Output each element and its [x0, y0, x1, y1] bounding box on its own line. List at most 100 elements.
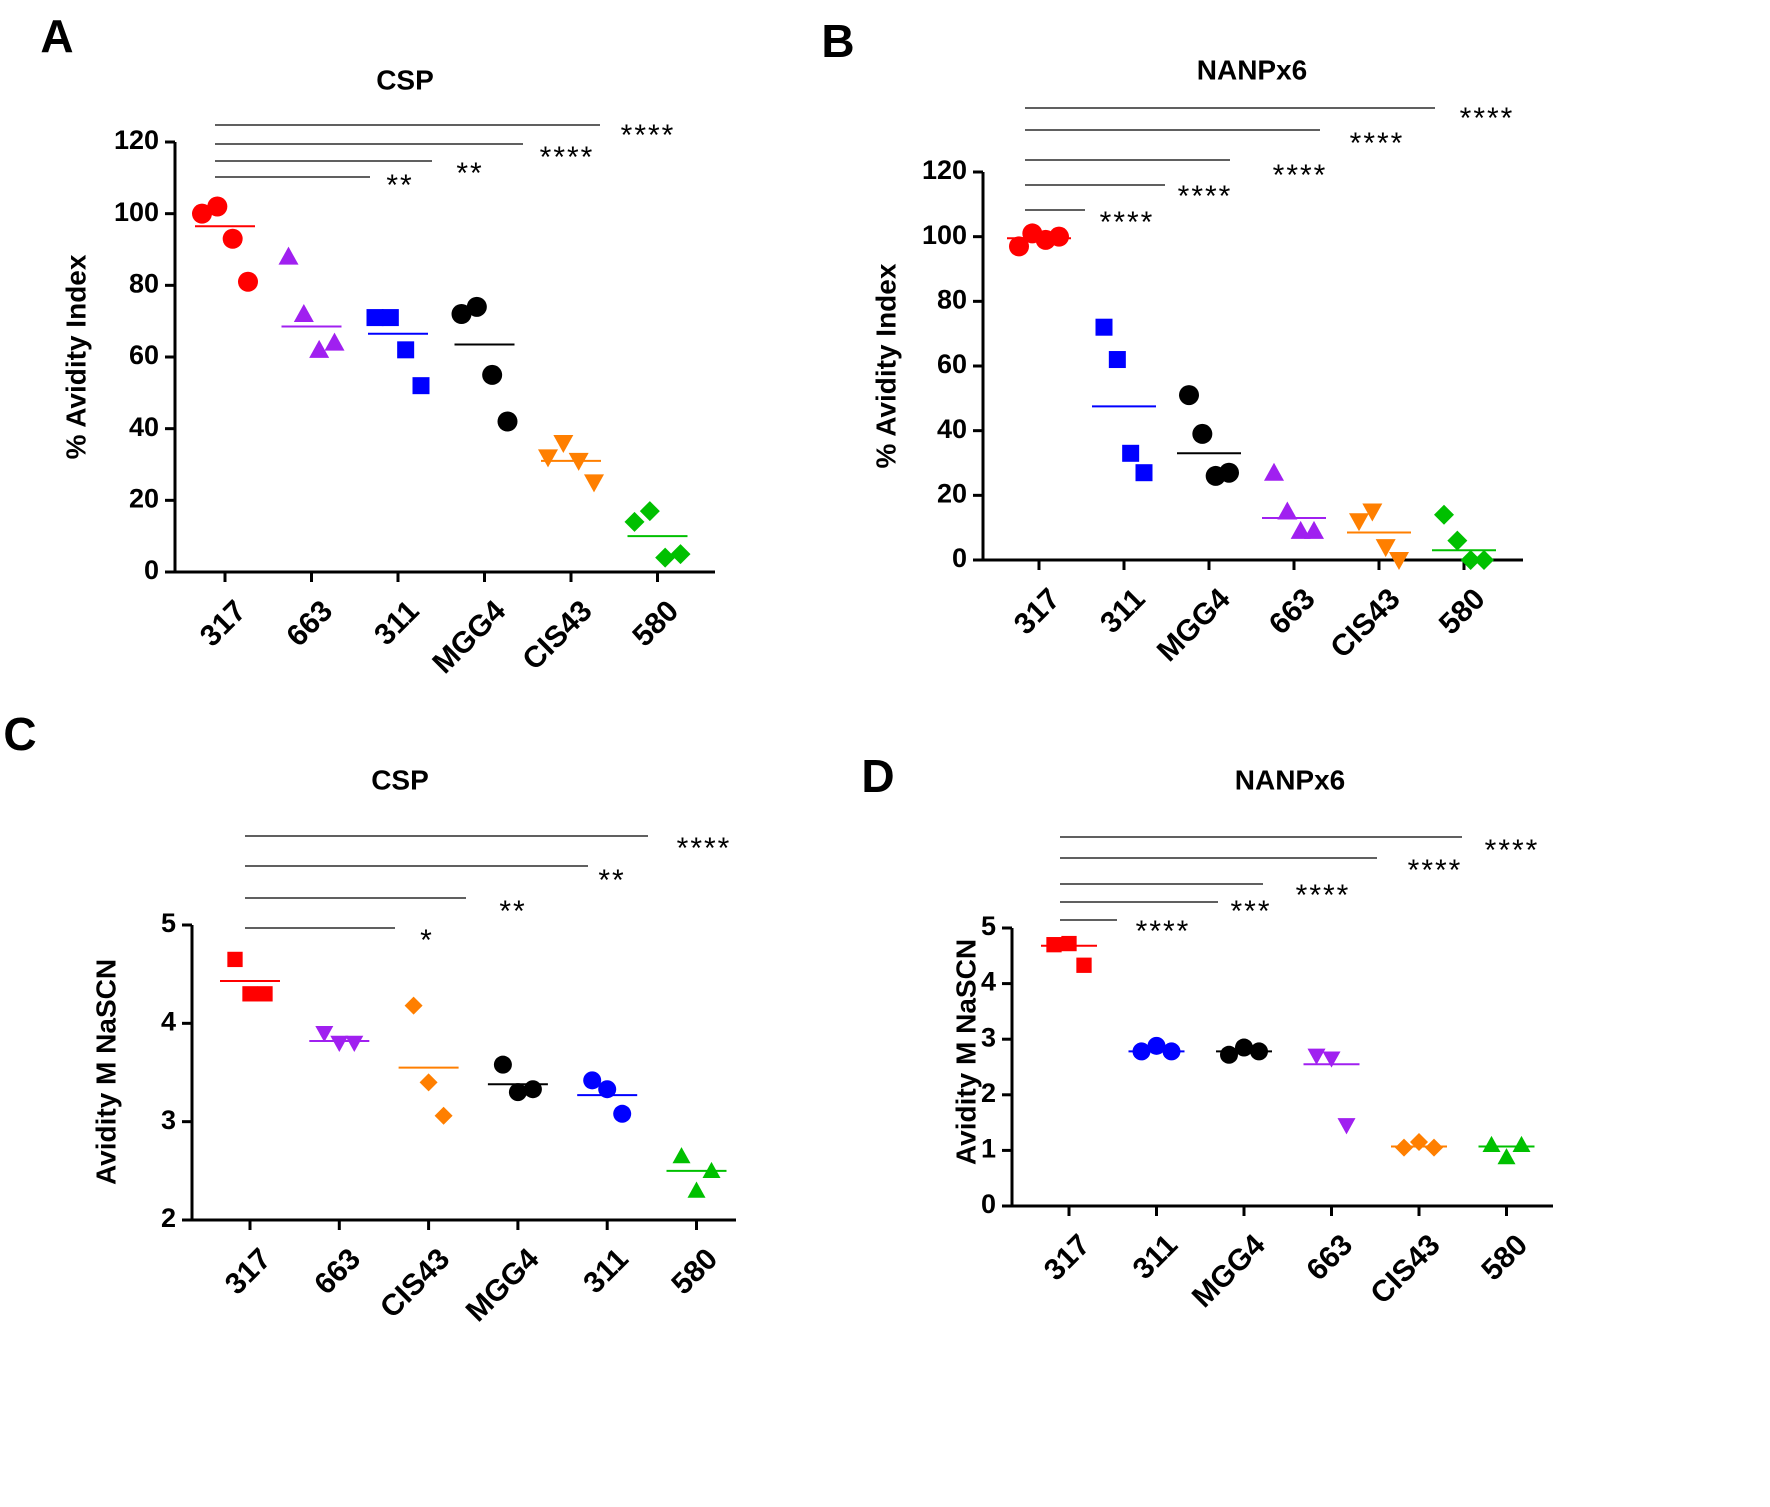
data-point — [309, 339, 330, 358]
y-tick-label: 60 — [937, 349, 967, 379]
x-tick-label: 311 — [368, 594, 426, 652]
data-point — [1179, 385, 1199, 406]
y-tick-label: 2 — [981, 1078, 996, 1108]
data-point — [222, 228, 243, 249]
panel-b: B NANPx6 % Avidity Index 0 20 40 60 80 100 120 317… — [821, 15, 1523, 668]
significance-stars: *** — [1230, 895, 1271, 928]
data-point — [1512, 1135, 1531, 1153]
significance-stars: **** — [1408, 854, 1463, 887]
data-point — [1220, 1045, 1238, 1064]
data-point — [345, 1035, 364, 1052]
x-tick-label: 580 — [626, 594, 685, 653]
significance-stars: **** — [1460, 102, 1515, 135]
x-tick-label: 311 — [577, 1242, 635, 1300]
data-point — [242, 986, 258, 1002]
significance-stars: **** — [1296, 879, 1351, 912]
data-point — [639, 501, 660, 522]
chart-title: CSP — [376, 64, 434, 95]
x-tick-label: 663 — [308, 1242, 367, 1301]
x-tick-label: 580 — [1433, 582, 1492, 641]
x-tick-label: 663 — [280, 594, 339, 653]
data-point — [366, 309, 384, 327]
y-tick-label: 100 — [114, 197, 159, 227]
data-point — [1122, 444, 1140, 462]
data-point — [293, 304, 314, 322]
significance-stars: **** — [1485, 834, 1540, 867]
significance-stars: ** — [456, 157, 483, 190]
y-tick-label: 5 — [981, 911, 996, 941]
data-point — [227, 951, 243, 968]
data-point — [1095, 318, 1113, 336]
y-tick-label: 120 — [114, 125, 159, 155]
data-point — [1235, 1038, 1253, 1057]
y-tick-label: 4 — [161, 1006, 176, 1036]
y-tick-label: 5 — [161, 908, 176, 938]
data-point — [1434, 504, 1454, 525]
x-tick-label: CIS43 — [374, 1242, 456, 1324]
data-point — [1349, 513, 1369, 532]
y-tick-label: 80 — [937, 284, 967, 314]
data-point — [1009, 236, 1029, 257]
data-point — [1410, 1133, 1428, 1152]
y-tick-label: 20 — [937, 478, 967, 508]
y-axis-label: Avidity M NaSCN — [90, 959, 121, 1185]
x-tick-label: 311 — [1127, 1228, 1185, 1286]
x-tick-label: 580 — [1475, 1228, 1534, 1287]
x-tick-label: 317 — [1008, 582, 1067, 641]
data-point — [1192, 423, 1213, 444]
data-point — [1375, 539, 1396, 558]
x-tick-label: 663 — [1300, 1228, 1359, 1287]
data-point — [1304, 520, 1324, 539]
data-point — [1046, 937, 1062, 953]
y-tick-label: 0 — [952, 543, 967, 573]
data-point — [1389, 552, 1409, 570]
data-point — [466, 296, 487, 317]
data-point — [1264, 462, 1284, 481]
data-point — [278, 246, 299, 265]
x-tick-label: CIS43 — [1364, 1228, 1446, 1310]
data-point — [1425, 1138, 1443, 1157]
panel-a: A CSP % Avidity Index 0 20 40 60 80 100 120 317 663… — [40, 10, 715, 680]
y-tick-label: 40 — [129, 412, 159, 442]
chart-title: NANPx6 — [1235, 764, 1345, 795]
data-point — [1135, 464, 1153, 482]
data-point — [1460, 550, 1481, 570]
significance-stars: **** — [1178, 180, 1233, 213]
data-point — [672, 1147, 691, 1164]
data-point — [1447, 530, 1468, 551]
x-tick-label: CIS43 — [516, 594, 598, 676]
data-point — [1362, 503, 1383, 522]
data-point — [207, 196, 228, 217]
significance-stars: ** — [386, 169, 413, 202]
data-point — [192, 203, 212, 224]
data-point — [508, 1083, 527, 1102]
y-axis-label: Avidity M NaSCN — [950, 939, 981, 1165]
y-tick-label: 0 — [981, 1189, 996, 1219]
x-tick-label: 580 — [665, 1242, 724, 1301]
significance-stars: **** — [1100, 206, 1155, 239]
y-tick-label: 20 — [129, 483, 159, 513]
y-axis-label: % Avidity Index — [60, 254, 91, 459]
x-tick-label: 317 — [194, 594, 253, 653]
y-tick-label: 1 — [981, 1134, 996, 1164]
data-point — [451, 304, 472, 324]
significance-stars: **** — [677, 832, 732, 865]
chart-title: CSP — [371, 764, 429, 795]
data-point — [330, 1035, 349, 1052]
x-tick-label: MGG4 — [1151, 582, 1237, 668]
significance-stars: **** — [1273, 159, 1328, 192]
data-point — [583, 1071, 602, 1090]
data-point — [419, 1073, 438, 1092]
y-tick-label: 3 — [981, 1022, 996, 1052]
x-tick-label: MGG4 — [426, 594, 512, 680]
y-tick-label: 100 — [922, 220, 967, 250]
x-tick-label: 317 — [1038, 1228, 1097, 1287]
data-point — [404, 996, 423, 1015]
data-point — [553, 435, 574, 453]
panel-label: B — [821, 15, 854, 67]
y-tick-label: 120 — [922, 155, 967, 185]
data-point — [1147, 1036, 1166, 1055]
data-point — [1290, 520, 1311, 539]
